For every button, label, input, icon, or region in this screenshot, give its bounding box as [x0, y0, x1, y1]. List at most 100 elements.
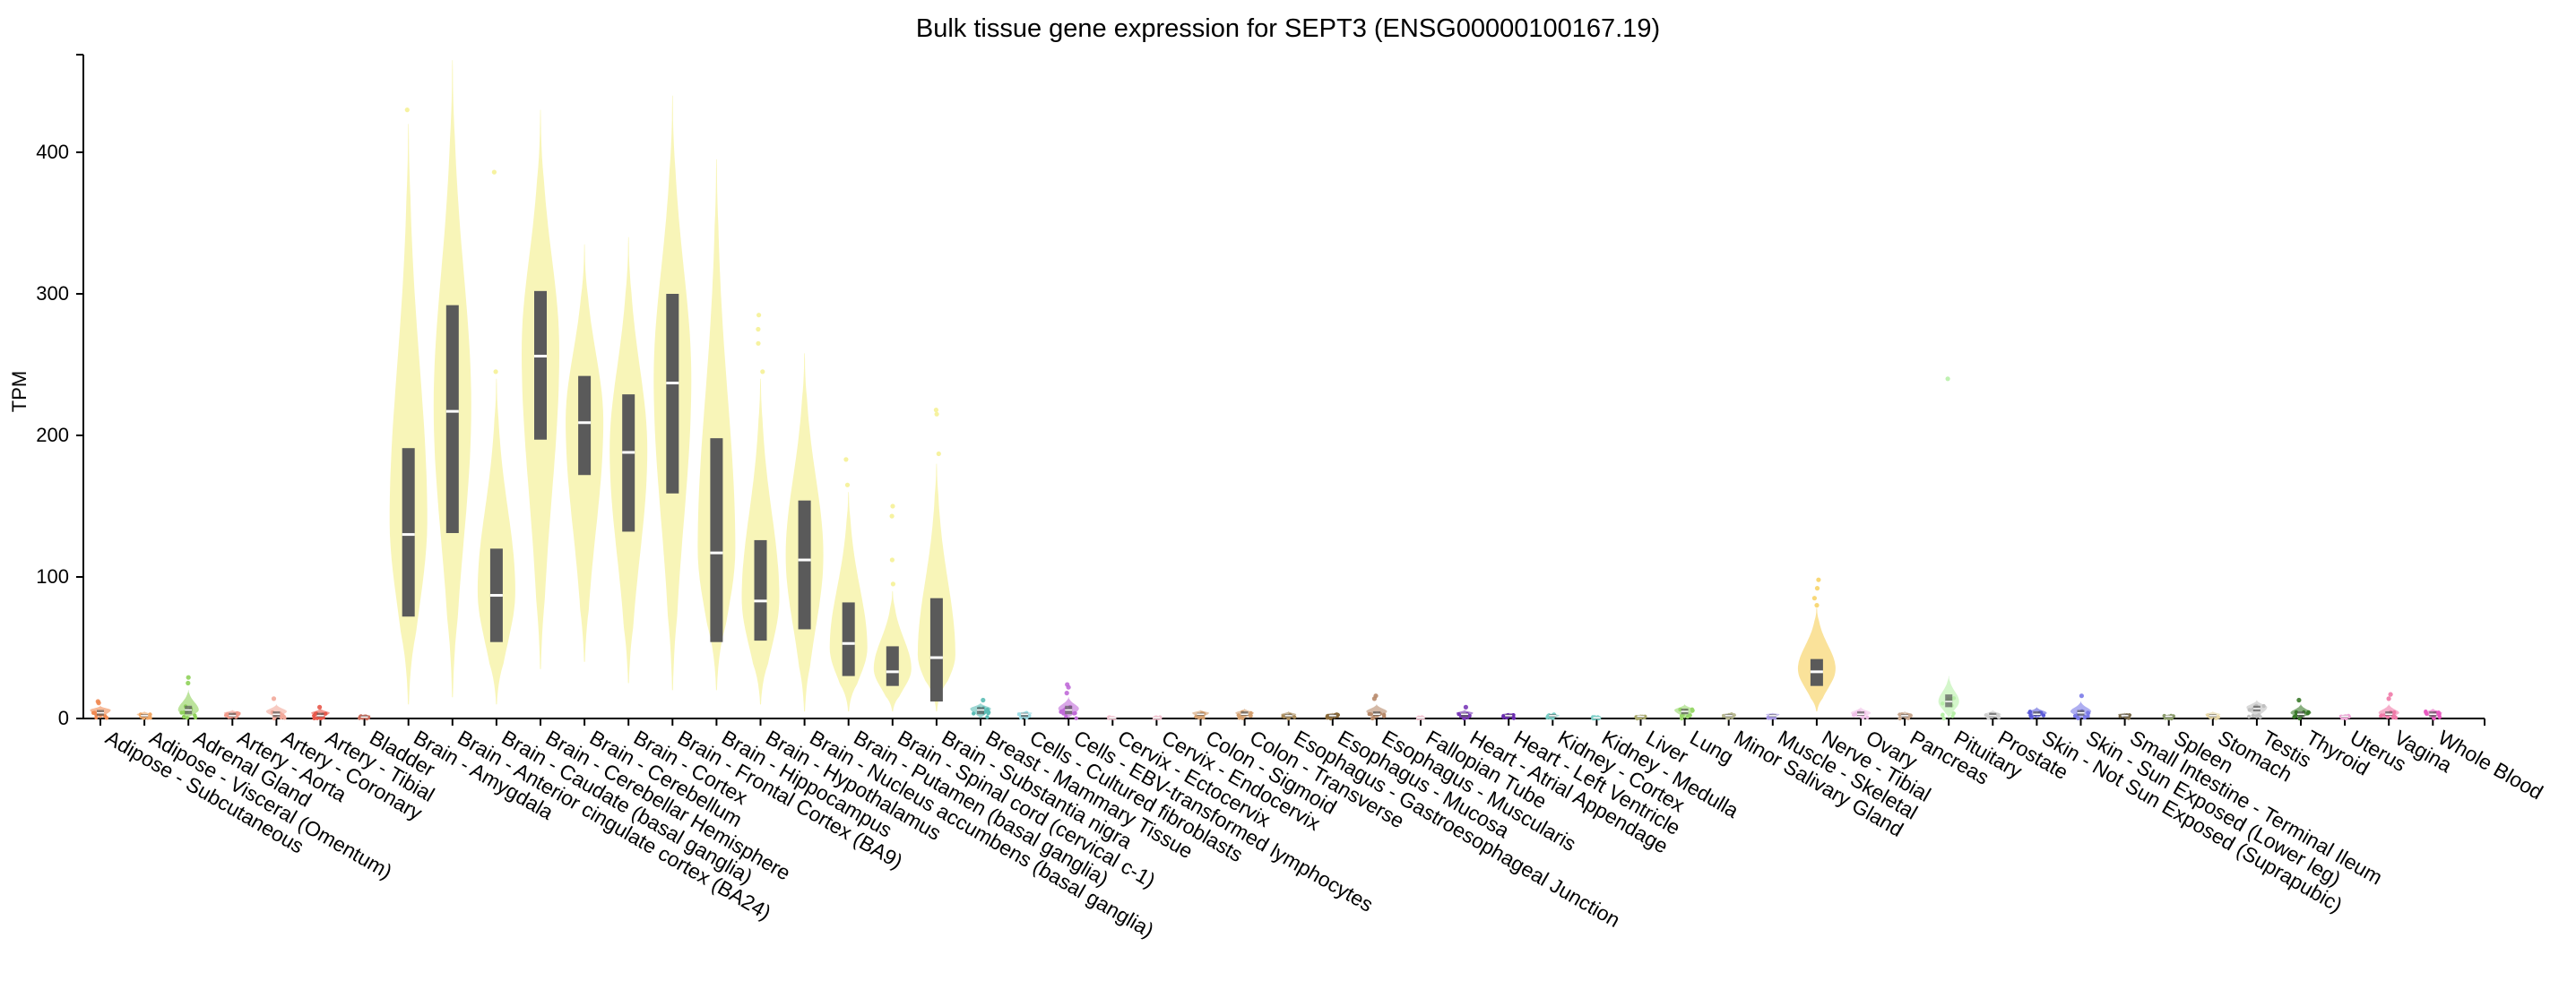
violin-group[interactable] — [1797, 577, 1836, 712]
outlier-point — [1811, 596, 1817, 601]
violin-group[interactable] — [1415, 715, 1426, 721]
violin-group[interactable] — [1721, 712, 1736, 720]
outlier-point — [1463, 704, 1468, 710]
violin-group[interactable] — [609, 237, 648, 684]
violin-group[interactable] — [389, 108, 428, 705]
chart-title: Bulk tissue gene expression for SEPT3 (E… — [916, 14, 1660, 43]
iqr-box — [622, 394, 635, 532]
violin-group[interactable] — [522, 109, 559, 669]
sample-point — [2247, 708, 2252, 712]
violin-group[interactable] — [873, 503, 912, 712]
violin-group[interactable] — [90, 699, 111, 720]
violin-group[interactable] — [1058, 682, 1079, 720]
violin-group[interactable] — [2424, 708, 2442, 721]
outlier-point — [933, 408, 938, 413]
violin-group[interactable] — [829, 457, 868, 712]
violin-group[interactable] — [265, 696, 287, 721]
sample-point — [1059, 709, 1064, 714]
sample-point — [2425, 711, 2429, 716]
violin-group[interactable] — [1545, 712, 1560, 720]
sample-point — [1551, 716, 1555, 720]
violin-group[interactable] — [1107, 715, 1118, 721]
violin-group[interactable] — [2070, 693, 2092, 720]
violin-group[interactable] — [2246, 700, 2268, 719]
sample-point — [2306, 710, 2311, 715]
sample-point — [103, 714, 108, 718]
sample-point — [1016, 712, 1022, 717]
outlier-point — [1373, 693, 1379, 699]
violin-group[interactable] — [177, 675, 199, 720]
sample-point — [2392, 710, 2397, 715]
sample-point — [1865, 715, 1870, 719]
outlier-point — [2386, 696, 2391, 701]
violin-group[interactable] — [1591, 715, 1602, 721]
y-axis: 0 100 200 300 400 — [36, 54, 84, 729]
sample-point — [1721, 714, 1726, 718]
violin-group[interactable] — [741, 313, 780, 705]
iqr-box — [1240, 711, 1249, 716]
sample-point — [1941, 701, 1945, 706]
sample-point — [1732, 713, 1736, 718]
sample-point — [983, 709, 989, 714]
violin-group[interactable] — [223, 710, 241, 719]
outlier-point — [756, 313, 762, 318]
sample-point — [1941, 712, 1945, 717]
violin-group[interactable] — [1634, 714, 1647, 721]
violin-group[interactable] — [1897, 711, 1913, 721]
sample-point — [92, 710, 97, 715]
violin-group[interactable] — [1152, 715, 1163, 721]
violin-group[interactable] — [2118, 712, 2132, 720]
sample-point — [2258, 715, 2262, 719]
outlier-point — [186, 675, 191, 680]
violin-group[interactable] — [2205, 711, 2221, 720]
violin-group[interactable] — [1984, 710, 2001, 720]
violin-group[interactable] — [970, 697, 991, 719]
violin-group[interactable] — [2290, 697, 2312, 721]
iqr-box — [886, 646, 899, 686]
violin-group[interactable] — [311, 704, 330, 721]
violin-group[interactable] — [477, 169, 515, 705]
sample-point — [179, 710, 184, 715]
violin-group[interactable] — [1325, 712, 1341, 721]
violin-group[interactable] — [433, 60, 471, 698]
violin-group[interactable] — [1366, 693, 1387, 721]
outlier-point — [890, 581, 896, 587]
sample-point — [1688, 713, 1692, 718]
outlier-point — [1945, 376, 1950, 382]
violin-group[interactable] — [1192, 710, 1209, 720]
sample-point — [1064, 714, 1068, 718]
violin-group[interactable] — [1235, 708, 1254, 720]
iqr-box — [977, 707, 984, 715]
violin-group[interactable] — [2378, 692, 2399, 720]
violin-group[interactable] — [1938, 376, 1959, 721]
violin-group[interactable] — [566, 244, 604, 662]
violin-group[interactable] — [1850, 707, 1871, 720]
sample-point — [2385, 715, 2390, 719]
sample-point — [1941, 716, 1946, 721]
iqr-box — [402, 448, 415, 617]
outlier-point — [844, 482, 851, 487]
violin-group[interactable] — [2027, 707, 2047, 719]
violin-group[interactable] — [2162, 713, 2176, 721]
sample-point — [2379, 714, 2383, 718]
violin-group[interactable] — [136, 711, 152, 720]
violin-group[interactable] — [1281, 711, 1297, 721]
iqr-box — [754, 539, 767, 641]
category-label: Lung — [1686, 726, 1737, 769]
sample-point — [312, 713, 316, 718]
violin-group[interactable] — [2338, 713, 2351, 721]
violin-group[interactable] — [697, 159, 736, 691]
sample-point — [1897, 716, 1902, 721]
y-tick-label: 300 — [36, 282, 69, 305]
violin-group[interactable] — [785, 353, 824, 712]
sample-point — [181, 714, 186, 719]
violin-group[interactable] — [1456, 704, 1474, 721]
violin-group[interactable] — [1674, 704, 1696, 721]
violin-group[interactable] — [1016, 710, 1033, 720]
violin-group[interactable] — [653, 95, 692, 691]
violin-group[interactable] — [1766, 712, 1780, 720]
violin-group[interactable] — [358, 714, 371, 721]
violin-group[interactable] — [1501, 712, 1517, 720]
violin-group[interactable] — [917, 408, 955, 712]
